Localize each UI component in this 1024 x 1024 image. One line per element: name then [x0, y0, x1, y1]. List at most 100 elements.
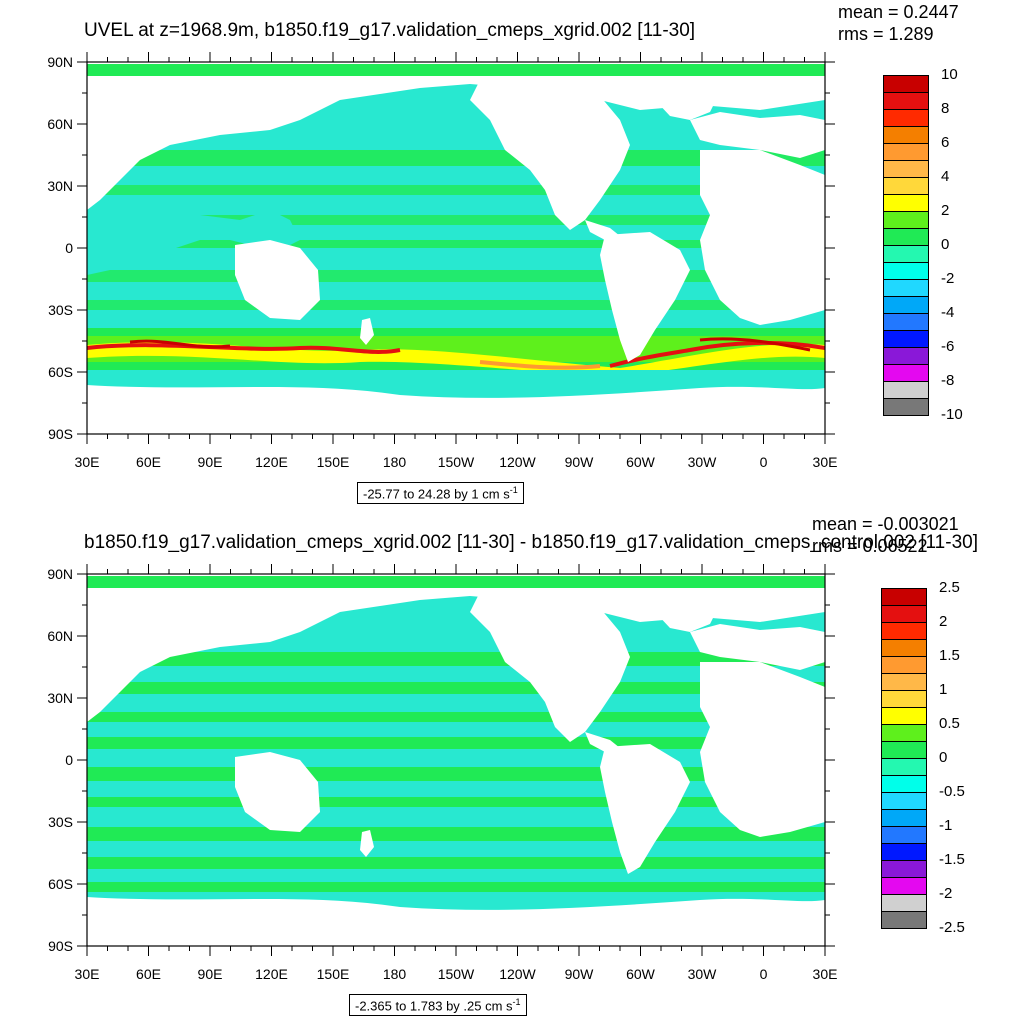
- colorbar-swatch: [883, 347, 929, 365]
- lon-tick-label: 120W: [499, 454, 536, 470]
- lon-tick-label: 60E: [136, 454, 161, 470]
- lat-tick-label: 30N: [47, 690, 73, 706]
- lon-tick-label: 30E: [813, 454, 838, 470]
- colorbar-label: 0: [939, 749, 948, 766]
- colorbar-label: 2.5: [939, 579, 960, 596]
- lon-tick-label: 30W: [688, 454, 718, 470]
- colorbar-swatch: [883, 262, 929, 280]
- colorbar-swatch: [881, 877, 927, 895]
- colorbar-swatch: [881, 826, 927, 844]
- colorbar-label: 8: [941, 100, 950, 117]
- colorbar-swatch: [881, 639, 927, 657]
- colorbar-swatch: [883, 228, 929, 246]
- ocean-field: [87, 62, 825, 434]
- colorbar-swatch: [881, 656, 927, 674]
- lon-tick-label: 120W: [499, 966, 536, 982]
- lat-tick-label: 60N: [47, 628, 73, 644]
- lon-tick-label: 90W: [565, 966, 595, 982]
- colorbar-swatch: [881, 775, 927, 793]
- lon-tick-label: 180: [383, 966, 407, 982]
- colorbar-label: -1.5: [939, 851, 965, 868]
- colorbar-swatch: [883, 381, 929, 399]
- lon-tick-label: 90E: [198, 966, 223, 982]
- colorbar-swatch: [883, 92, 929, 110]
- range-label-text: -25.77 to 24.28 by 1 cm s: [363, 486, 510, 502]
- colorbar-swatch: [881, 724, 927, 742]
- plot-title: b1850.f19_g17.validation_cmeps_xgrid.002…: [84, 532, 978, 553]
- lon-tick-label: 90E: [198, 454, 223, 470]
- lat-tick-label: 60N: [47, 116, 73, 132]
- lon-tick-label: 120E: [255, 454, 288, 470]
- lat-tick-label: 30S: [48, 302, 73, 318]
- colorbar-swatch: [883, 245, 929, 263]
- lon-tick-label: 150E: [317, 454, 350, 470]
- colorbar-label: 1: [939, 681, 948, 698]
- colorbar-swatch: [881, 911, 927, 929]
- colorbar-label: -6: [941, 338, 955, 355]
- colorbar-swatch: [883, 330, 929, 348]
- lon-tick-label: 30E: [75, 454, 100, 470]
- colorbar-swatch: [881, 622, 927, 640]
- colorbar-label: 0: [941, 236, 950, 253]
- lat-tick-label: 30S: [48, 814, 73, 830]
- lon-tick-label: 120E: [255, 966, 288, 982]
- range-label-exponent: -1: [509, 485, 518, 495]
- panel-difference: b1850.f19_g17.validation_cmeps_xgrid.002…: [0, 512, 1024, 1024]
- lat-tick-label: 60S: [48, 364, 73, 380]
- lon-tick-label: 150E: [317, 966, 350, 982]
- colorbar-swatch: [883, 143, 929, 161]
- lon-tick-label: 0: [760, 966, 768, 982]
- colorbar: 10 8 6 4 2 0 -2 -4 -6 -8 -10: [883, 66, 1003, 423]
- colorbar-swatch: [881, 690, 927, 708]
- range-label: -2.365 to 1.783 by .25 cm s-1: [349, 994, 527, 1017]
- lon-tick-label: 180: [383, 454, 407, 470]
- colorbar-swatch: [883, 177, 929, 195]
- colorbar: 2.5 2 1.5 1 0.5 0 -0.5 -1 -1.5 -2 -2.5: [881, 579, 1001, 936]
- colorbar-label: 2: [941, 202, 950, 219]
- colorbar-swatch: [883, 109, 929, 127]
- lon-tick-label: 150W: [438, 966, 475, 982]
- range-label-exponent: -1: [512, 997, 521, 1007]
- colorbar-label: -0.5: [939, 783, 965, 800]
- colorbar-swatch: [883, 313, 929, 331]
- lat-tick-label: 60S: [48, 876, 73, 892]
- range-label-text: -2.365 to 1.783 by .25 cm s: [355, 998, 513, 1014]
- lon-tick-label: 0: [760, 454, 768, 470]
- colorbar-swatch: [881, 673, 927, 691]
- colorbar-label: 4: [941, 168, 950, 185]
- colorbar-label: 1.5: [939, 647, 960, 664]
- lat-tick-label: 90S: [48, 426, 73, 442]
- range-label: -25.77 to 24.28 by 1 cm s-1: [357, 482, 524, 505]
- colorbar-swatch: [881, 809, 927, 827]
- colorbar-swatch: [883, 75, 929, 93]
- colorbar-label: -1: [939, 817, 953, 834]
- lat-tick-label: 0: [65, 752, 73, 768]
- lon-tick-label: 60W: [626, 454, 656, 470]
- colorbar-label: 0.5: [939, 715, 960, 732]
- colorbar-swatch: [883, 160, 929, 178]
- lon-tick-label: 60E: [136, 966, 161, 982]
- lon-tick-label: 60W: [626, 966, 656, 982]
- colorbar-swatch: [883, 279, 929, 297]
- colorbar-label: 2: [939, 613, 948, 630]
- lat-tick-label: 90S: [48, 938, 73, 954]
- mean-stat: mean = -0.003021: [812, 514, 959, 534]
- lon-tick-label: 30E: [813, 966, 838, 982]
- colorbar-swatch: [883, 398, 929, 416]
- colorbar-swatch: [883, 296, 929, 314]
- mean-stat: mean = 0.2447: [838, 2, 959, 22]
- colorbar-swatch: [881, 860, 927, 878]
- colorbar-swatch: [881, 843, 927, 861]
- colorbar-swatch: [883, 194, 929, 212]
- colorbar-label: 6: [941, 134, 950, 151]
- colorbar-swatch: [881, 758, 927, 776]
- colorbar-swatch: [881, 588, 927, 606]
- colorbar-swatch: [881, 894, 927, 912]
- lon-tick-label: 150W: [438, 454, 475, 470]
- colorbar-label: -2.5: [939, 919, 965, 936]
- lat-tick-label: 90N: [47, 54, 73, 70]
- colorbar-swatch: [881, 741, 927, 759]
- colorbar-swatch: [881, 605, 927, 623]
- colorbar-swatch: [883, 364, 929, 382]
